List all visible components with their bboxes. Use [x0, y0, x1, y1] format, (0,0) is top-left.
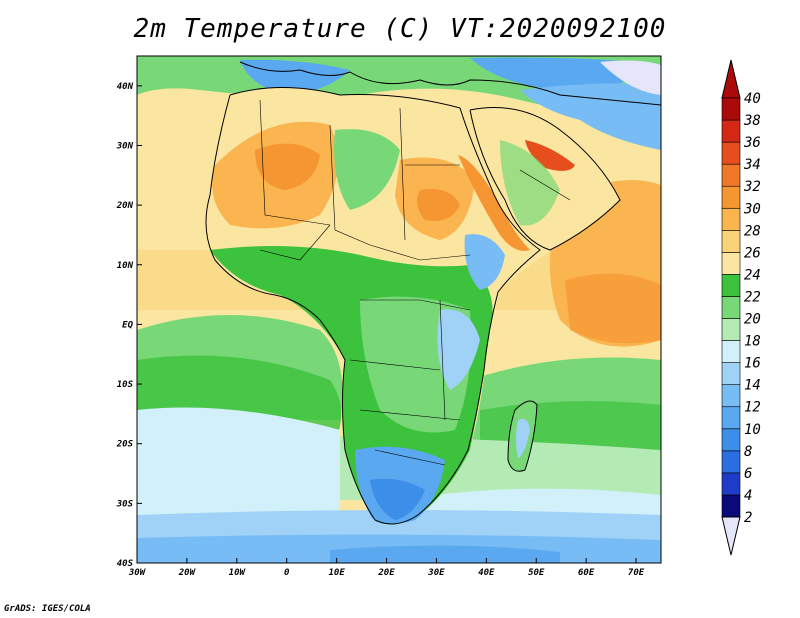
country-borders — [259, 99, 571, 466]
southern-ocean-pale-cyan — [137, 407, 340, 520]
caucasus-cold — [600, 60, 661, 95]
colorbar-swatch — [721, 296, 741, 319]
x-tick-label: 10E — [328, 568, 345, 578]
southern-ocean-deep-blue — [330, 545, 560, 563]
coastlines — [205, 61, 661, 525]
temperature-field — [137, 56, 661, 563]
grads-credit: GrADS: IGES/COLA — [4, 604, 91, 614]
colorbar-level-label: 6 — [744, 466, 752, 482]
y-tick-label: 10S — [117, 380, 134, 390]
colorbar-swatch — [721, 185, 741, 209]
colorbar-swatch — [721, 494, 741, 518]
colorbar-level-label: 12 — [744, 400, 761, 416]
x-axis: 30W 20W 10W 0 10E 20E 30E 40E 50E 60E 70E — [128, 558, 645, 578]
colorbar-level-label: 34 — [743, 157, 761, 173]
colorbar-swatch — [721, 274, 741, 297]
europe-coastline — [239, 61, 661, 106]
colorbar-level-label: 38 — [743, 113, 761, 129]
colorbar-swatch — [721, 406, 741, 430]
colorbar-swatch — [721, 450, 741, 474]
x-tick-label: 50E — [528, 568, 545, 578]
colorbar-swatch — [721, 163, 741, 187]
colorbar-level-label: 8 — [744, 444, 752, 460]
y-tick-label: 30S — [116, 499, 134, 509]
y-tick-label: EQ — [122, 320, 133, 330]
colorbar-level-label: 22 — [744, 289, 761, 305]
colorbar-swatch — [721, 428, 741, 452]
plot-frame — [136, 55, 662, 564]
x-tick-label: 20W — [178, 568, 197, 578]
sudan-core — [416, 189, 460, 221]
red-sea-hot — [458, 155, 530, 251]
x-tick-label: 70E — [628, 568, 645, 578]
iran-blue-region — [520, 83, 661, 150]
colorbar-level-label: 36 — [743, 135, 761, 151]
colorbar-swatch — [721, 207, 741, 231]
southern-africa-deep-blue — [370, 478, 425, 520]
y-tick-label: 10N — [117, 261, 134, 271]
colorbar-level-label: 4 — [744, 488, 752, 504]
y-tick-label: 20N — [116, 201, 134, 211]
colorbar-level-label: 18 — [744, 334, 761, 350]
ethiopia-highlands-blue — [464, 234, 505, 290]
colorbar-swatch — [721, 97, 741, 121]
west-sahara-core — [255, 143, 320, 190]
colorbar-level-label: 40 — [744, 91, 761, 107]
x-tick-label: 30W — [128, 568, 147, 578]
colorbar-swatch — [721, 252, 741, 275]
y-tick-label: 40S — [117, 559, 134, 569]
colorbar-level-label: 30 — [743, 201, 761, 217]
y-axis: 40N 30N 20N 10N EQ 10S 20S 30S 40S — [116, 82, 142, 569]
colorbar-level-label: 24 — [744, 267, 761, 283]
x-tick-label: 60E — [578, 568, 595, 578]
x-tick-label: 30E — [427, 568, 445, 578]
colorbar-level-label: 26 — [744, 245, 761, 261]
colorbar-swatch — [721, 472, 741, 496]
colorbar-level-label: 28 — [744, 223, 761, 239]
turkey-blue-region — [470, 57, 640, 91]
colorbar-swatch — [721, 141, 741, 165]
colorbar-high-cap — [721, 59, 741, 99]
figure-title: 2m Temperature (C) VT:2020092100 — [133, 14, 667, 44]
colorbar-swatch — [721, 119, 741, 143]
y-tick-label: 30N — [116, 141, 134, 151]
x-tick-label: 0 — [284, 568, 290, 578]
x-tick-label: 40E — [478, 568, 495, 578]
arabia-green — [500, 140, 560, 226]
colorbar-level-label: 10 — [744, 422, 761, 438]
colorbar-level-label: 20 — [744, 312, 761, 328]
colorbar-level-label: 16 — [744, 356, 761, 372]
persian-gulf-hot — [525, 140, 575, 171]
x-tick-label: 10W — [229, 568, 247, 578]
colorbar-swatch — [721, 230, 741, 253]
x-tick-label: 20E — [377, 568, 395, 578]
y-tick-label: 20S — [116, 440, 134, 450]
madagascar-coastline — [507, 400, 538, 472]
colorbar-swatch — [721, 362, 741, 385]
indian-ocean-warm-patch — [565, 273, 661, 344]
africa-coastline — [205, 87, 541, 525]
colorbar-swatch — [721, 340, 741, 363]
madagascar-highlands — [516, 418, 530, 458]
colorbar-level-label: 2 — [744, 510, 752, 526]
arabia-coastline — [469, 107, 621, 251]
europe-blue-region — [240, 59, 350, 95]
colorbar-swatch — [721, 318, 741, 341]
central-sahara-green — [334, 129, 400, 210]
y-tick-label: 40N — [117, 82, 134, 92]
east-africa-highlands-blue — [437, 309, 480, 390]
colorbar-level-label: 14 — [744, 378, 761, 394]
colorbar-swatch — [721, 384, 741, 408]
colorbar-level-label: 32 — [743, 179, 761, 195]
colorbar-low-cap — [721, 516, 741, 556]
